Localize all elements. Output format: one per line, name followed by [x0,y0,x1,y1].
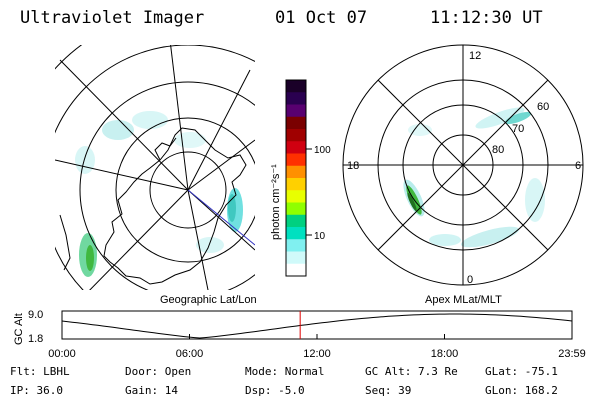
left-map-label: Geographic Lat/Lon [160,294,257,306]
info-gc-alt: GC Alt: 7.3 Re [365,365,458,378]
info-gain: Gain: 14 [125,384,178,397]
info-mode: Mode: Normal [245,365,325,378]
info-flt: Flt: LBHL [10,365,70,378]
colorbar-segment [286,141,306,154]
colorbar-segment [286,116,306,130]
info-dsp: Dsp: -5.0 [245,384,305,397]
colorbar-segment [286,214,306,228]
mlt-label-12: 12 [469,50,481,62]
colorbar-segment [286,239,306,252]
timeline-tick-label: 23:59 [558,348,586,360]
info-door: Door: Open [125,365,192,378]
info-seq: Seq: 39 [365,384,412,397]
colorbar-segment [286,129,306,142]
timeline-tick-label: 18:00 [431,348,459,360]
colorbar-segment [286,227,306,240]
colorbar-segment [286,104,306,118]
timeline-tick-label: 06:00 [176,348,204,360]
timeline-axis-label: GC Alt [13,313,25,345]
app-title: Ultraviolet Imager [20,8,205,28]
colorbar-segment [286,92,306,105]
aurora-emission-left [75,111,243,277]
info-glon: GLon: 168.2 [485,384,558,397]
colorbar-segment [286,165,306,179]
mlat-label-80: 80 [492,144,504,156]
info-glat: GLat: -75.1 [485,365,558,378]
date-label: 01 Oct 07 [275,8,368,28]
time-label: 11:12:30 UT [430,8,543,28]
mlt-label-18: 18 [347,160,359,172]
timeline-y-bottom: 1.8 [28,333,43,345]
colorbar-segment [286,153,306,167]
colorbar-tick-100: 100 [314,145,331,156]
mlt-label-6: 6 [575,160,581,172]
colorbar-segment [286,202,306,216]
mlt-label-0: 0 [467,274,473,286]
timeline-tick-label: 00:00 [48,348,76,360]
mlat-label-60: 60 [537,101,549,113]
colorbar-tick-10: 10 [314,231,326,242]
colorbar-segment [286,190,306,203]
colorbar-segment [286,80,306,93]
timeline-tick-label: 12:00 [303,348,331,360]
colorbar-segment [286,263,306,277]
colorbar-segment [286,178,306,191]
colorbar-title: photon cm⁻²s⁻¹ [270,164,282,240]
timeline-y-top: 9.0 [28,309,43,321]
right-map-label: Apex MLat/MLT [425,294,502,306]
colorbar-segment [286,251,306,265]
info-ip: IP: 36.0 [10,384,63,397]
mlat-label-70: 70 [512,123,524,135]
